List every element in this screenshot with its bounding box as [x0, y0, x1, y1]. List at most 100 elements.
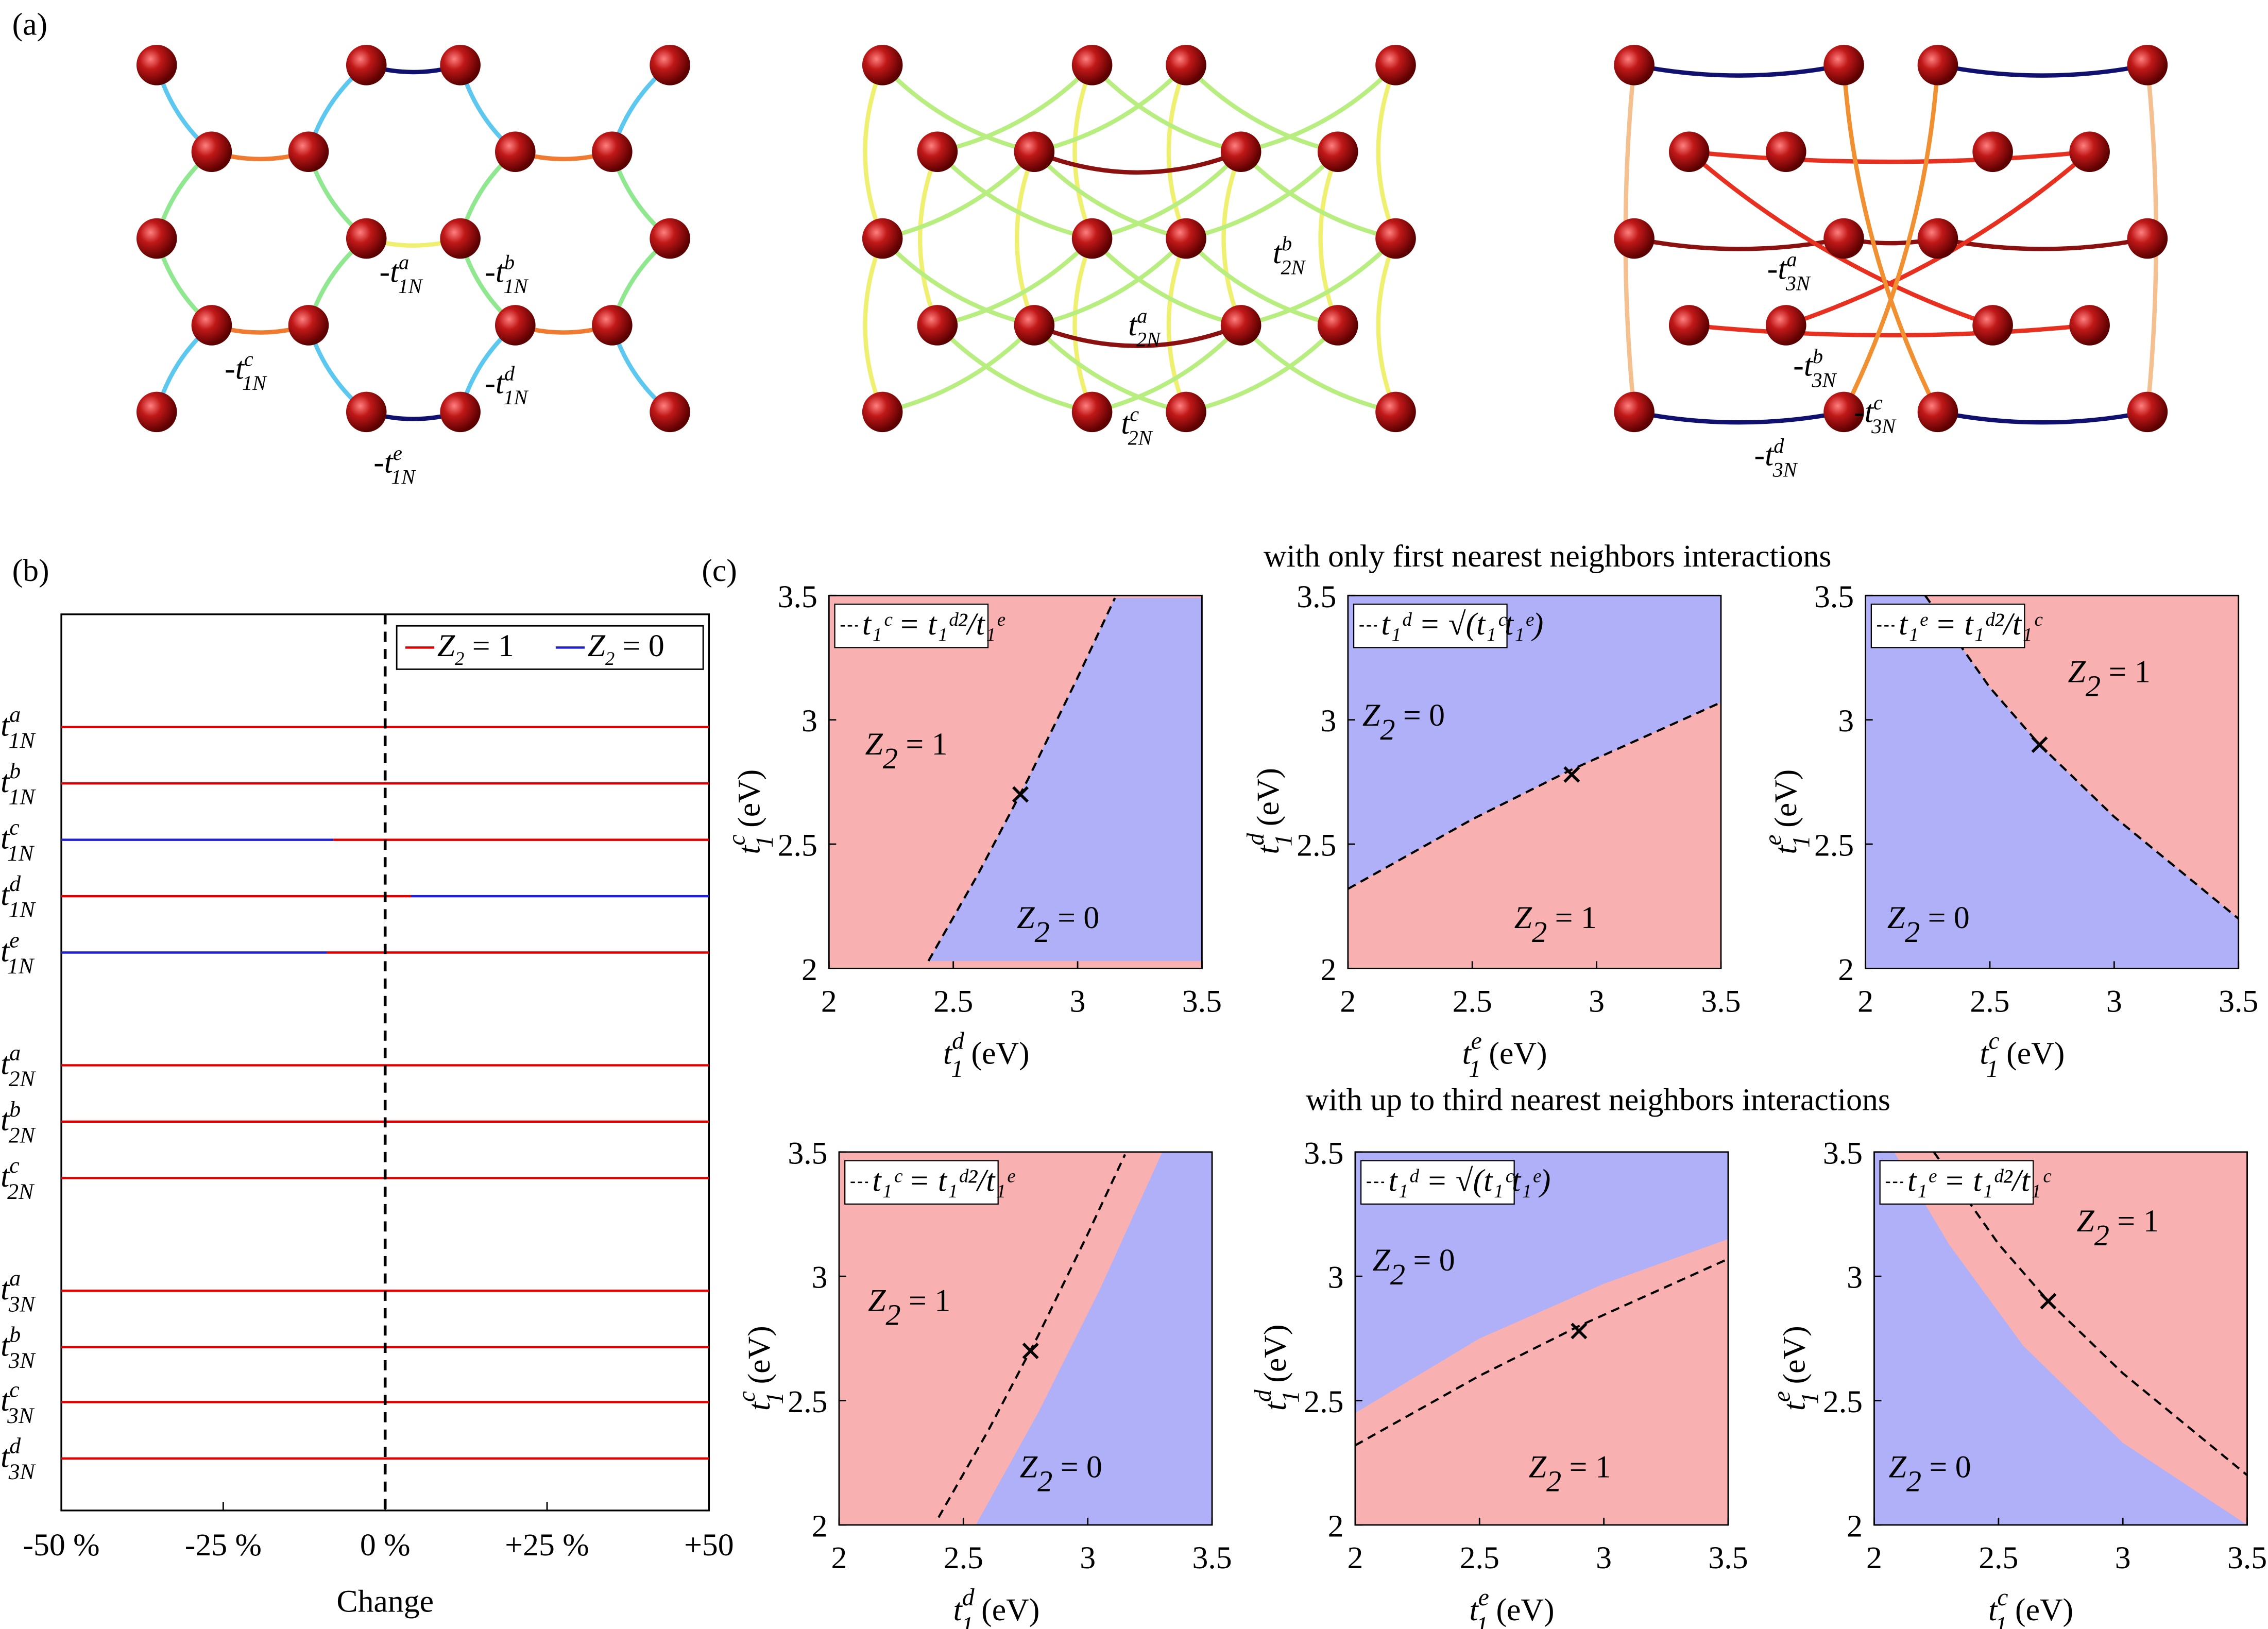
- atom: [136, 218, 177, 259]
- region-label-sub: 2: [1532, 915, 1547, 949]
- hopping-arrow: [935, 150, 1093, 241]
- row-label: td 1N: [1, 871, 36, 922]
- x-axis-label-sup: d: [962, 1584, 975, 1611]
- x-tick-label: 0 %: [360, 1528, 411, 1563]
- atom: [1668, 305, 1710, 346]
- row-label: te 1N: [1, 928, 35, 979]
- phase-region: [1355, 1239, 1728, 1525]
- x-tick-label: 3: [1596, 1540, 1612, 1575]
- y-tick-label: 2.5: [1823, 1384, 1863, 1419]
- atom: [650, 218, 690, 259]
- row-label-main: t: [1, 820, 10, 855]
- region-label-after: = 1: [898, 727, 948, 762]
- row-label-sub: 3N: [8, 1460, 37, 1484]
- y-tick-label: 2: [1847, 1508, 1863, 1544]
- hopping-arrow: [1689, 149, 2090, 164]
- x-tick-label: -25 %: [185, 1528, 262, 1563]
- atom: [191, 131, 232, 172]
- marker: [2040, 1293, 2057, 1310]
- atom: [288, 131, 329, 172]
- y-axis-label: tc 1 (eV): [734, 1326, 789, 1411]
- y-tick-label: 2: [1838, 952, 1854, 987]
- legend-box: [1870, 604, 2025, 648]
- row-label-sub: 1N: [9, 897, 37, 922]
- marker: [1563, 766, 1580, 783]
- row-label-sup: b: [9, 759, 21, 783]
- x-tick-label: 3.5: [1192, 1540, 1232, 1575]
- dashed-curve: [1355, 1258, 1728, 1447]
- hopping-label: -tb 1N: [485, 251, 528, 298]
- y-axis-label-sup: c: [723, 834, 750, 845]
- marker: [1022, 1342, 1039, 1360]
- x-axis-label-sub: 1: [1476, 1613, 1488, 1629]
- legend-label-main: Z: [437, 628, 455, 663]
- atom: [1765, 305, 1806, 346]
- x-tick-label: 2.5: [1970, 984, 2009, 1019]
- y-axis-label-after: (eV): [732, 769, 767, 836]
- y-tick-label: 3.5: [788, 1136, 827, 1171]
- hopping-arrow: [1032, 150, 1187, 241]
- atom: [1375, 391, 1416, 433]
- y-tick-label: 3: [1847, 1260, 1863, 1295]
- atom: [1614, 218, 1655, 259]
- row-label: tc 3N: [1, 1377, 35, 1428]
- atom: [650, 45, 690, 85]
- region-label-main: Z: [2076, 1204, 2094, 1239]
- panel-label: (b): [12, 553, 49, 588]
- plot-frame: [1865, 594, 2240, 969]
- hopping-arrow: [1376, 64, 1398, 239]
- row-label-main: t: [1, 933, 10, 968]
- hopping-arrow: [1185, 323, 1340, 414]
- hopping-label: -td 1N: [485, 362, 528, 409]
- y-tick-label: 2.5: [1304, 1384, 1343, 1419]
- hopping-label-main: -t: [1767, 251, 1788, 286]
- hopping-label: -ta 3N: [1767, 248, 1811, 295]
- y-tick-label: 3.5: [1297, 579, 1336, 614]
- hopping-arrow: [1092, 323, 1243, 414]
- hopping-label: -tc 3N: [1854, 391, 1897, 438]
- region-label-main: Z: [1020, 1449, 1038, 1484]
- hopping-arrow: [1240, 63, 1397, 154]
- hopping-label-main: -t: [225, 351, 245, 386]
- hopping-label-sub: 2N: [1136, 328, 1162, 351]
- hopping-label-sup: a: [1137, 304, 1147, 327]
- x-axis-label-after: (eV): [974, 1592, 1040, 1627]
- x-tick-label: 2: [821, 984, 837, 1019]
- hopping-arrow: [1221, 151, 1243, 327]
- atom: [1166, 218, 1206, 259]
- y-tick-label: 3: [1838, 704, 1854, 739]
- phase-region: [1925, 595, 2239, 919]
- hopping-label-main: -t: [1854, 395, 1874, 430]
- region-label-after: = 0: [1052, 1449, 1102, 1484]
- region-label-main: Z: [1362, 698, 1380, 733]
- row-label-sub: 3N: [8, 1348, 37, 1373]
- atom: [494, 131, 536, 172]
- atom: [1375, 218, 1416, 259]
- region-label: Z2 = 1: [2068, 655, 2151, 703]
- atom: [650, 391, 690, 433]
- row-title: with up to third nearest neighbors inter…: [1306, 1082, 1890, 1117]
- row-label-sup: b: [9, 1323, 21, 1347]
- atom: [1071, 45, 1113, 85]
- atom: [1071, 218, 1113, 259]
- row-label: tb 2N: [1, 1097, 36, 1148]
- hopping-arrow: [1239, 323, 1396, 414]
- hopping-label-sub: 3N: [1811, 368, 1837, 391]
- x-axis-label: td 1 (eV): [943, 1027, 1030, 1083]
- row-label-sub: 2N: [7, 1179, 35, 1204]
- hopping-label-main: -t: [379, 254, 400, 289]
- row-label-main: t: [1, 1328, 10, 1363]
- plot-frame: [1347, 594, 1722, 969]
- atom: [136, 391, 177, 433]
- x-tick-label: 2: [831, 1540, 847, 1575]
- hopping-label-main: -t: [485, 365, 505, 400]
- hopping-label-sup: b: [1282, 232, 1292, 255]
- y-axis-label-after: (eV): [1768, 769, 1803, 836]
- x-axis-label-sup: e: [1471, 1027, 1482, 1054]
- y-axis-label: te 1 (eV): [1769, 1326, 1824, 1411]
- x-axis-label-after: (eV): [2007, 1592, 2074, 1627]
- x-axis-label-after: (eV): [963, 1036, 1030, 1071]
- hopping-label-sub: 2N: [1281, 255, 1306, 279]
- row-label-sup: b: [9, 1097, 21, 1122]
- region-label: Z2 = 0: [1017, 900, 1099, 949]
